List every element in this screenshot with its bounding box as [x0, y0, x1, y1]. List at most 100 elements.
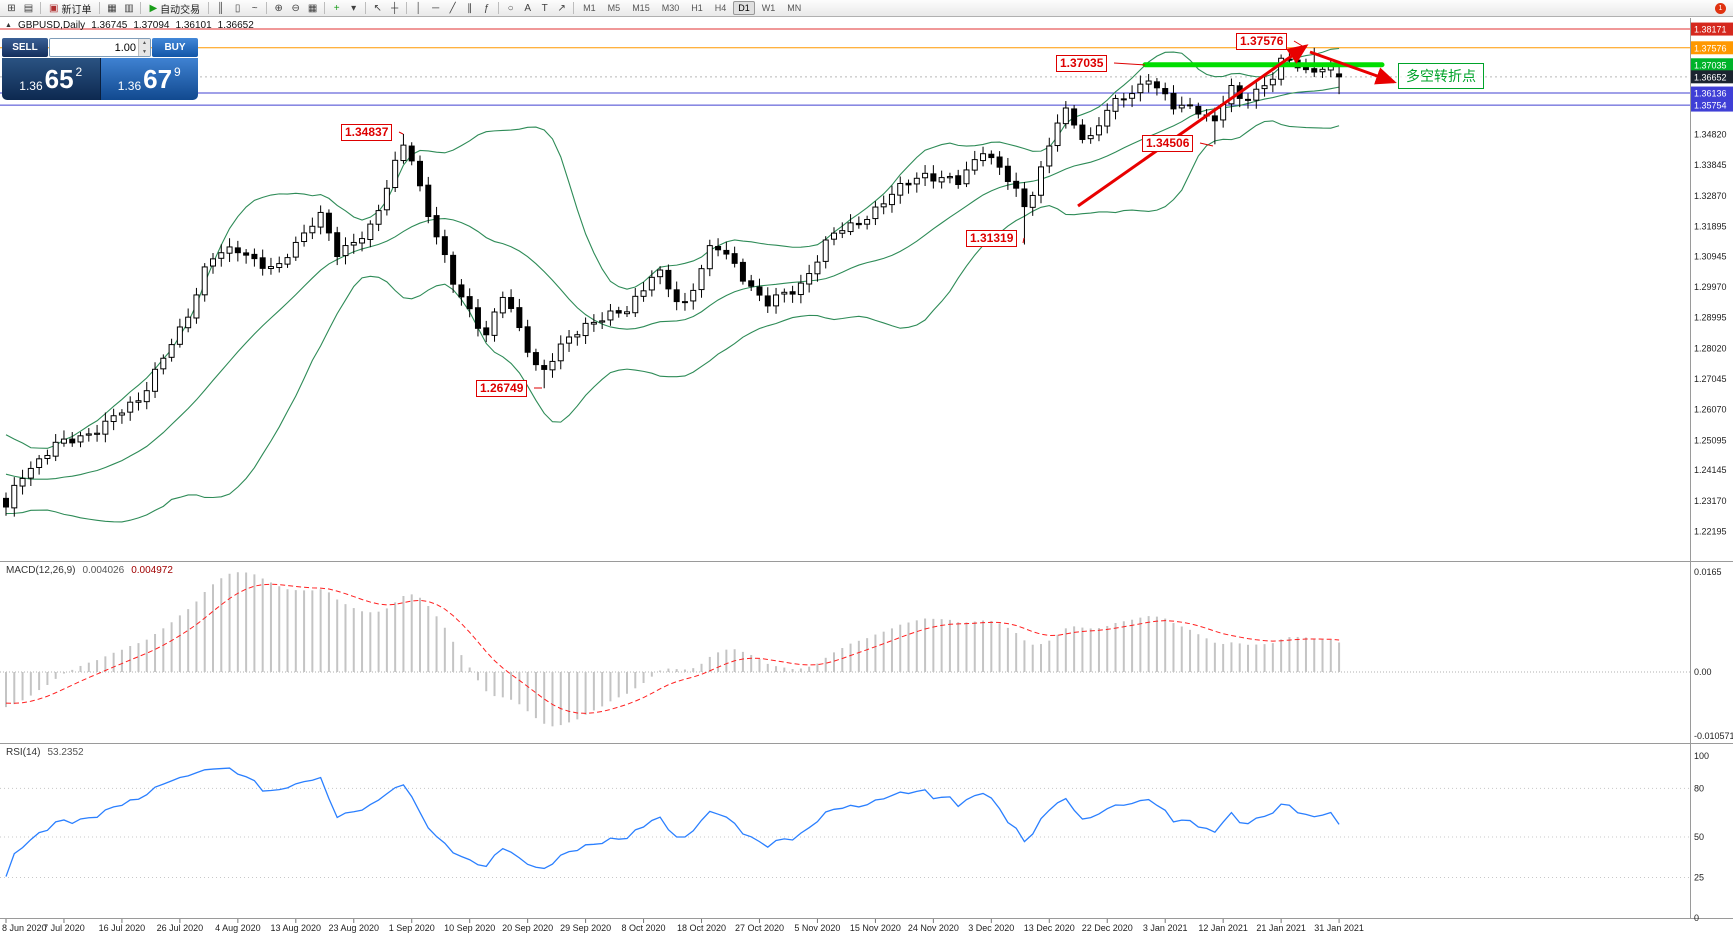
reversal-down-arrow[interactable] — [1309, 50, 1397, 85]
volume-increase-button[interactable]: ▲ — [142, 40, 147, 46]
toolbar-separator — [365, 2, 367, 14]
toolbar-separator — [99, 2, 101, 14]
timeframe-d1[interactable]: D1 — [733, 1, 755, 15]
price-callout[interactable]: 1.34506 — [1142, 135, 1194, 152]
profiles-icon[interactable]: ▤ — [23, 2, 34, 14]
horizontal-line-icon[interactable]: ─ — [432, 2, 440, 14]
text-label-icon[interactable]: T — [541, 2, 548, 14]
price-callout[interactable]: 1.34837 — [341, 124, 393, 141]
price-callout[interactable]: 1.37576 — [1236, 33, 1288, 50]
buy-price-button[interactable]: 1.36 67 9 — [99, 58, 198, 100]
price-callout[interactable]: 1.26749 — [476, 380, 528, 397]
date-label: 26 Jul 2020 — [157, 923, 204, 933]
date-label: 29 Sep 2020 — [560, 923, 611, 933]
price-axis-label: 1.28020 — [1694, 343, 1727, 353]
timeframe-w1[interactable]: W1 — [761, 3, 776, 13]
text-icon[interactable]: A — [524, 2, 531, 14]
rsi-line — [5, 767, 1340, 877]
shapes-icon[interactable]: ○ — [507, 2, 514, 14]
macd-main-value: 0.004026 — [82, 565, 125, 576]
timeframe-m30[interactable]: M30 — [661, 3, 680, 13]
callout-leader — [398, 131, 404, 135]
callout-leader — [1293, 40, 1305, 48]
date-label: 13 Aug 2020 — [271, 923, 322, 933]
macd-axis-label: 0.0165 — [1694, 567, 1722, 577]
trendline-icon[interactable]: ╱ — [449, 2, 456, 14]
date-label: 18 Oct 2020 — [677, 923, 726, 933]
sell-price-button[interactable]: 1.36 65 2 — [2, 58, 100, 100]
autotrading-button-label: 自动交易 — [160, 4, 201, 16]
uptrend-arrow[interactable] — [1077, 44, 1309, 208]
rsi-value: 53.2352 — [47, 747, 84, 758]
date-label: 3 Dec 2020 — [968, 923, 1014, 933]
bollinger-middle — [5, 86, 1340, 480]
autotrading-button-icon: ▶ — [149, 2, 158, 14]
tile-windows-icon[interactable]: ▦ — [307, 2, 318, 14]
periods-dropdown-icon[interactable]: ▾ — [351, 2, 357, 14]
timeframe-m15[interactable]: M15 — [632, 3, 650, 13]
volume-input[interactable] — [50, 39, 138, 56]
crosshair-icon[interactable]: ┼ — [391, 2, 399, 14]
buy-button[interactable]: BUY — [152, 38, 198, 57]
date-label: 15 Nov 2020 — [850, 923, 901, 933]
arrow-tool-icon[interactable]: ↗ — [557, 2, 566, 14]
notification-badge[interactable]: 1 — [1715, 2, 1726, 14]
timeframe-m1[interactable]: M1 — [583, 3, 596, 13]
date-label: 22 Dec 2020 — [1082, 923, 1133, 933]
channel-icon[interactable]: ∥ — [467, 2, 473, 14]
autotrading-button[interactable]: ▶ 自动交易 — [144, 1, 205, 16]
toolbar-separator — [573, 2, 575, 14]
price-tag-label: 1.37035 — [1694, 60, 1727, 70]
volume-decrease-button[interactable]: ▼ — [142, 48, 147, 55]
date-label: 7 Jul 2020 — [43, 923, 85, 933]
price-axis-label: 1.24145 — [1694, 465, 1727, 475]
timeframe-h1[interactable]: H1 — [691, 3, 703, 13]
price-callout[interactable]: 1.31319 — [966, 230, 1018, 247]
ohlc-close: 1.36652 — [217, 20, 254, 31]
price-axis-label: 1.30945 — [1694, 251, 1727, 261]
price-axis-label: 1.26070 — [1694, 405, 1727, 415]
horizontal-lines[interactable] — [0, 28, 1690, 106]
price-axis-label: 1.28995 — [1694, 313, 1727, 323]
indicators-icon[interactable]: + — [333, 2, 340, 14]
bid-price-pips: 65 — [44, 63, 74, 94]
main-toolbar: ⊞ ▤ ▣ 新订单 ▦ ▥ ▶ 自动交易 ║ ▯ ~ ⊕ ⊖ ▦ + ▾ ↖ ┼ │ ─ ╱ ∥ ƒ ○ A T ↗ M1 M5 M15 M… — [0, 0, 1733, 17]
new-chart-icon[interactable]: ⊞ — [7, 2, 16, 14]
sell-button[interactable]: SELL — [2, 38, 48, 57]
candlestick-chart-icon[interactable]: ▯ — [234, 2, 241, 14]
timeframe-mn[interactable]: MN — [787, 3, 802, 13]
macd-axis-label: 0.00 — [1694, 667, 1712, 677]
date-label: 21 Jan 2021 — [1256, 923, 1306, 933]
macd-histogram — [5, 572, 1341, 727]
rsi-indicator-label: RSI(14) 53.2352 — [6, 747, 84, 758]
price-tag — [1691, 70, 1733, 84]
reversal-point-annotation[interactable]: 多空转折点 — [1398, 63, 1484, 89]
fibonacci-icon[interactable]: ƒ — [483, 2, 490, 14]
vertical-line-icon[interactable]: │ — [415, 2, 422, 14]
line-chart-icon[interactable]: ~ — [251, 2, 258, 14]
date-label: 27 Oct 2020 — [735, 923, 784, 933]
price-tag-label: 1.37576 — [1694, 43, 1727, 53]
new-order-button-label: 新订单 — [61, 4, 92, 16]
ask-price-point: 9 — [174, 65, 181, 79]
new-order-button[interactable]: ▣ 新订单 — [44, 1, 96, 16]
bid-price-point: 2 — [75, 65, 83, 79]
price-axis[interactable]: 1.34820 1.33845 1.32870 1.31895 1.30945 1.299… — [1691, 22, 1733, 537]
callout-leader — [1022, 237, 1025, 244]
date-label: 16 Jul 2020 — [99, 923, 146, 933]
zoom-out-icon[interactable]: ⊖ — [291, 2, 300, 14]
zoom-in-icon[interactable]: ⊕ — [274, 2, 283, 14]
toolbar-separator — [40, 2, 41, 14]
macd-indicator-label: MACD(12,26,9) 0.004026 0.004972 — [6, 565, 173, 576]
bar-chart-icon[interactable]: ║ — [217, 2, 225, 14]
bollinger-lower — [5, 120, 1340, 523]
timeframe-h4[interactable]: H4 — [714, 3, 727, 13]
timeframe-m5[interactable]: M5 — [607, 3, 621, 13]
market-watch-icon[interactable]: ▥ — [124, 2, 134, 14]
chart-windows-icon[interactable]: ▦ — [107, 2, 117, 14]
cursor-icon[interactable]: ↖ — [373, 2, 382, 14]
volume-spinner: ▲ ▼ — [138, 39, 150, 56]
price-callout[interactable]: 1.37035 — [1056, 55, 1108, 72]
